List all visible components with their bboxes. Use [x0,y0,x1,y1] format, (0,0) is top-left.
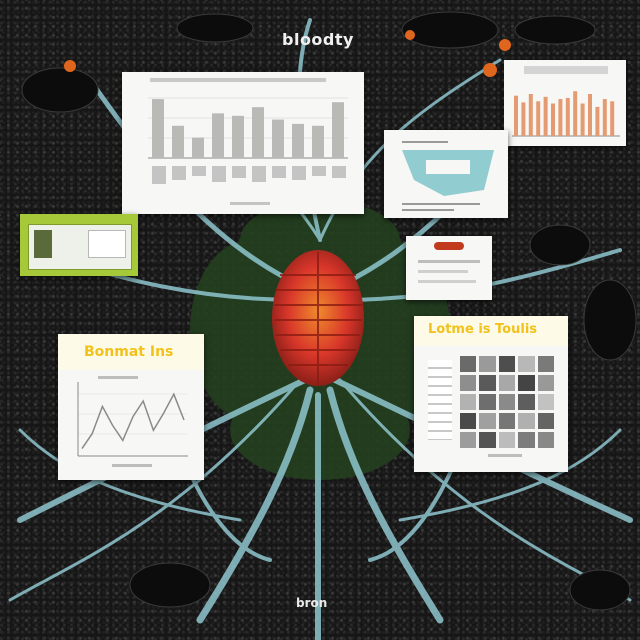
bar-7 [565,97,570,136]
grid-cell-9 [537,375,554,391]
line-chart-header: Bonmat Ins [84,344,174,360]
grid-cell-8 [518,375,535,391]
document-line [418,260,480,263]
device-slot [34,230,52,258]
right-grid-panel: Lotme is Toulis [414,316,568,472]
small-document-panel [406,236,492,300]
bar-1 [172,125,184,158]
bar-10 [588,94,592,136]
bar-3 [212,113,224,158]
bar-11 [595,106,600,136]
grid-cell-1 [479,356,496,372]
bar-5 [551,103,555,136]
grid-caption-stub [488,454,522,457]
scene-title: bloodty [282,30,354,49]
grid-cell-13 [518,394,535,410]
chart-grid [78,393,188,435]
grid-cell-18 [518,413,535,429]
grid-cell-19 [537,413,554,429]
grid-cell-20 [460,432,477,448]
chart-title-stub [150,78,326,82]
shade-grid [460,356,554,448]
bar-7 [292,123,304,158]
left-line-chart-panel: Bonmat Ins [58,334,204,480]
grid-cell-22 [498,432,516,448]
chart-title-stub [524,66,608,74]
bar-6 [558,99,563,136]
grid-cell-0 [460,356,477,372]
bar-4 [543,96,548,136]
left-line-chart [77,376,188,467]
grid-side-lines [428,360,452,440]
chart-caption-stub [112,464,152,467]
bar-1 [521,102,526,136]
grid-cell-23 [518,432,535,448]
bar-0 [152,99,164,158]
device-window [88,230,126,258]
grid-cell-10 [460,394,477,410]
grid-panel-header: Lotme is Toulis [428,322,538,337]
grid-cell-12 [498,394,516,410]
top-bar-chart [148,78,348,205]
top-right-bar-chart-panel [504,60,626,146]
organ-body [272,250,364,386]
bar-8 [573,91,578,136]
bar-6 [272,119,284,158]
bar-9 [580,103,585,136]
grid-cell-14 [537,394,554,410]
creature-accents [64,30,511,77]
bar-9 [332,102,344,158]
top-bar-chart-panel [122,72,364,214]
teal-channel-inset [426,160,470,174]
bar-5 [252,107,264,158]
line-series [81,392,185,450]
grid-cell-4 [537,356,554,372]
bar-13 [610,101,615,136]
document-line [418,270,468,273]
teal-diagram [402,141,494,211]
grid-cell-2 [498,356,516,372]
top-right-bar-chart [512,66,620,137]
grid-cell-16 [479,413,496,429]
line-chart-header-band [58,334,204,370]
grid-cell-17 [498,413,516,429]
teal-diagram-panel [384,130,508,218]
bar-8 [312,125,324,158]
chart-title-stub [98,376,138,379]
grid-cell-24 [537,432,554,448]
bar-0 [514,95,518,136]
document-line [418,280,476,283]
grid-cell-6 [479,375,496,391]
grid-cell-5 [460,375,477,391]
document-header-mark [434,242,464,250]
grid-cell-11 [479,394,496,410]
diagram-text-stubs [402,141,480,211]
grid-cell-7 [498,375,516,391]
bar-2 [192,137,204,158]
device-panel [20,214,138,276]
bar-3 [536,101,541,136]
footer-label: bron [296,596,328,610]
grid-panel-header-band [414,316,568,346]
grid-cell-21 [479,432,496,448]
bar-2 [528,94,533,136]
grid-cell-15 [460,413,477,429]
dark-creatures [21,11,637,611]
chart-axis-ticks [152,166,346,205]
grid-cell-3 [518,356,535,372]
bar-12 [602,99,607,136]
bar-4 [232,115,244,158]
